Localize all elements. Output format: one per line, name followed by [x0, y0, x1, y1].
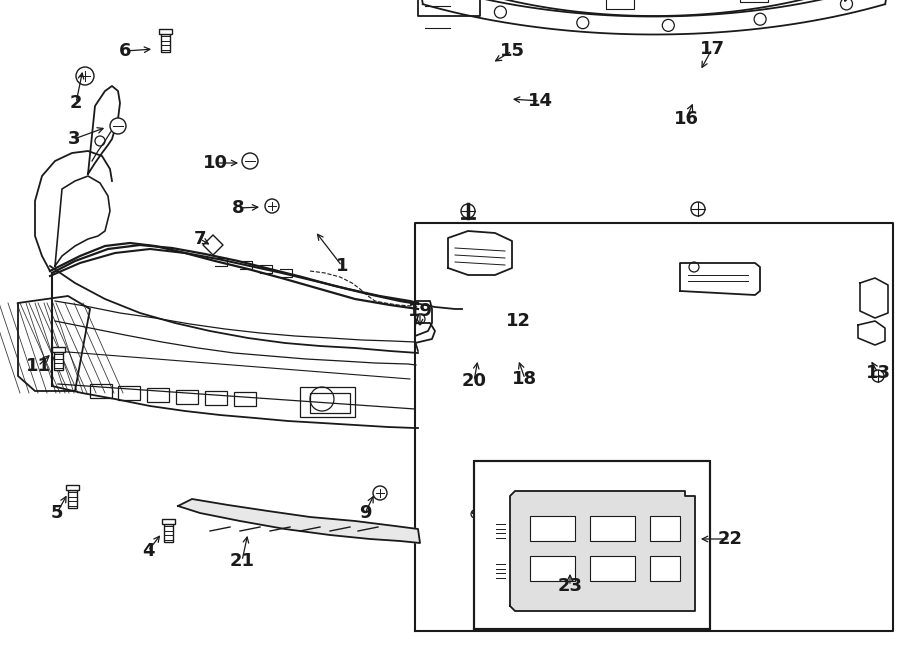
Bar — [51, 347, 65, 352]
Text: 1: 1 — [336, 257, 348, 275]
Text: 5: 5 — [50, 504, 63, 522]
Bar — [66, 485, 78, 490]
Bar — [474, 461, 710, 629]
Bar — [740, 0, 768, 3]
Circle shape — [110, 118, 126, 134]
Text: 15: 15 — [500, 42, 525, 60]
Bar — [310, 393, 350, 413]
Text: 20: 20 — [462, 372, 487, 390]
Bar — [68, 490, 76, 508]
Text: 2: 2 — [70, 94, 82, 112]
Bar — [118, 386, 140, 400]
Polygon shape — [178, 499, 420, 543]
Bar — [90, 384, 112, 398]
Text: 14: 14 — [527, 92, 553, 110]
Bar — [164, 524, 173, 542]
Bar — [496, 562, 505, 580]
Text: 19: 19 — [408, 302, 433, 320]
Circle shape — [608, 556, 622, 570]
Polygon shape — [203, 235, 223, 255]
Bar — [493, 557, 507, 562]
Text: 13: 13 — [866, 364, 890, 382]
Bar — [590, 556, 635, 581]
Text: 21: 21 — [230, 552, 255, 570]
Text: 6: 6 — [119, 42, 131, 60]
Bar — [607, 0, 634, 9]
Bar — [234, 392, 256, 406]
Circle shape — [242, 153, 258, 169]
Circle shape — [76, 67, 94, 85]
Text: 18: 18 — [512, 370, 537, 388]
Bar — [650, 516, 680, 541]
Bar — [160, 34, 169, 52]
Text: 12: 12 — [506, 312, 530, 330]
Bar — [530, 556, 575, 581]
Text: 9: 9 — [359, 504, 371, 522]
Text: 11: 11 — [25, 357, 50, 375]
Text: 23: 23 — [557, 577, 582, 595]
Bar — [158, 29, 172, 34]
Text: 10: 10 — [202, 154, 228, 172]
Bar — [176, 390, 198, 404]
Circle shape — [872, 370, 884, 382]
Bar — [590, 516, 635, 541]
Bar — [147, 388, 169, 402]
Text: 17: 17 — [699, 40, 725, 58]
Text: 4: 4 — [142, 542, 154, 560]
Bar — [205, 391, 227, 405]
Text: 3: 3 — [68, 130, 80, 148]
Bar — [493, 517, 507, 522]
Bar — [496, 522, 505, 540]
Bar — [530, 516, 575, 541]
Circle shape — [265, 199, 279, 213]
Text: 16: 16 — [673, 110, 698, 128]
Bar — [300, 387, 355, 417]
Text: 7: 7 — [194, 230, 206, 248]
Text: 22: 22 — [717, 530, 742, 548]
Text: 8: 8 — [231, 199, 244, 217]
Bar — [650, 556, 680, 581]
Bar — [161, 519, 175, 524]
Bar — [53, 352, 62, 370]
Polygon shape — [510, 491, 695, 611]
Circle shape — [373, 486, 387, 500]
